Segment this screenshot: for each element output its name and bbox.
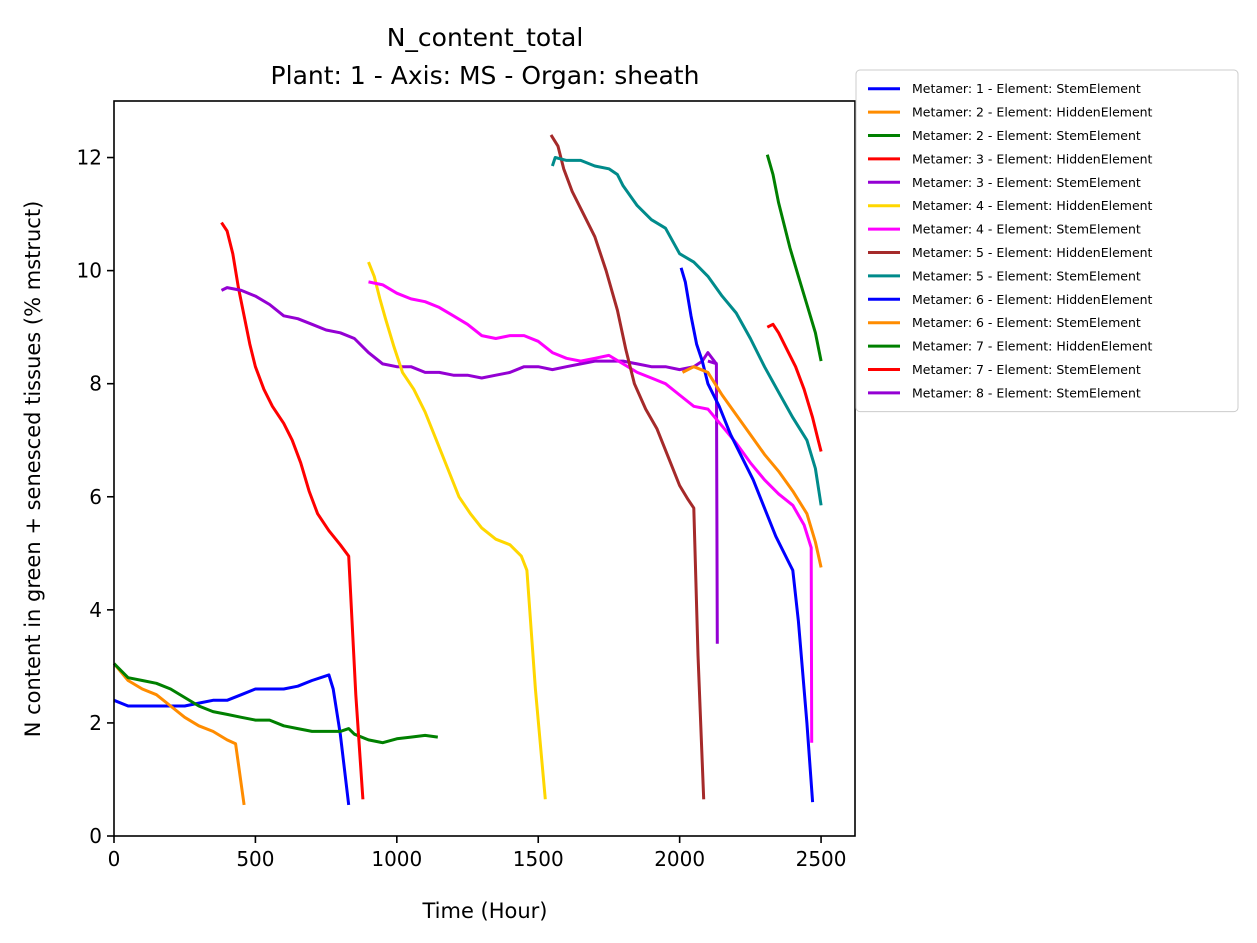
series-line-8 (549, 134, 706, 800)
legend-entry: Metamer: 3 - Element: StemElement (912, 175, 1141, 190)
series-line-2 (112, 662, 246, 806)
series-line-6 (367, 261, 547, 800)
x-axis-label: Time (Hour) (421, 899, 547, 923)
legend-entry: Metamer: 2 - Element: StemElement (912, 128, 1141, 143)
legend-entry: Metamer: 7 - Element: HiddenElement (912, 339, 1153, 354)
series-line-4 (220, 221, 365, 800)
series-layer (112, 134, 823, 806)
legend-entry: Metamer: 5 - Element: HiddenElement (912, 245, 1153, 260)
plot-frame (113, 100, 856, 837)
legend-entry: Metamer: 1 - Element: StemElement (912, 81, 1141, 96)
y-axis-label: N content in green + senesced tissues (%… (21, 201, 45, 738)
series-line-13 (766, 322, 823, 452)
legend-entry: Metamer: 3 - Element: HiddenElement (912, 151, 1153, 166)
y-tick-label: 10 (77, 259, 102, 283)
legend-entry: Metamer: 7 - Element: StemElement (912, 362, 1141, 377)
x-tick-label: 2000 (654, 847, 705, 871)
x-tick-label: 2500 (796, 847, 847, 871)
y-tick-label: 12 (77, 146, 102, 170)
y-tick-label: 0 (89, 824, 102, 848)
y-tick-label: 2 (89, 711, 102, 735)
legend-entry: Metamer: 8 - Element: StemElement (912, 385, 1141, 400)
x-tick-label: 1500 (513, 847, 564, 871)
series-line-7 (368, 280, 814, 743)
legend-entry: Metamer: 4 - Element: HiddenElement (912, 198, 1153, 213)
series-line-5 (220, 286, 719, 644)
series-line-3 (112, 662, 438, 745)
x-tick-label: 1000 (371, 847, 422, 871)
x-tick-label: 500 (236, 847, 274, 871)
chart-subtitle: Plant: 1 - Axis: MS - Organ: sheath (271, 61, 700, 90)
chart-title: N_content_total (387, 23, 584, 52)
axes-layer: 0 500 1000 1500 2000 2500 0 2 4 6 8 10 12 (77, 100, 856, 871)
series-line-11 (681, 365, 823, 568)
legend-entry: Metamer: 6 - Element: StemElement (912, 315, 1141, 330)
y-tick-label: 8 (89, 372, 102, 396)
legend-entry: Metamer: 2 - Element: HiddenElement (912, 105, 1153, 120)
series-line-1 (113, 673, 351, 806)
x-tick-label: 0 (108, 847, 121, 871)
series-line-14 (707, 359, 718, 366)
legend-entry: Metamer: 6 - Element: HiddenElement (912, 292, 1153, 307)
legend: Metamer: 1 - Element: StemElement Metamer… (855, 69, 1239, 413)
legend-entry: Metamer: 4 - Element: StemElement (912, 222, 1141, 237)
series-line-12 (765, 154, 823, 362)
series-line-9 (550, 156, 823, 506)
y-tick-label: 6 (89, 485, 102, 509)
series-line-10 (679, 267, 815, 803)
y-tick-label: 4 (89, 598, 102, 622)
legend-box (855, 69, 1239, 413)
legend-entry: Metamer: 5 - Element: StemElement (912, 268, 1141, 283)
